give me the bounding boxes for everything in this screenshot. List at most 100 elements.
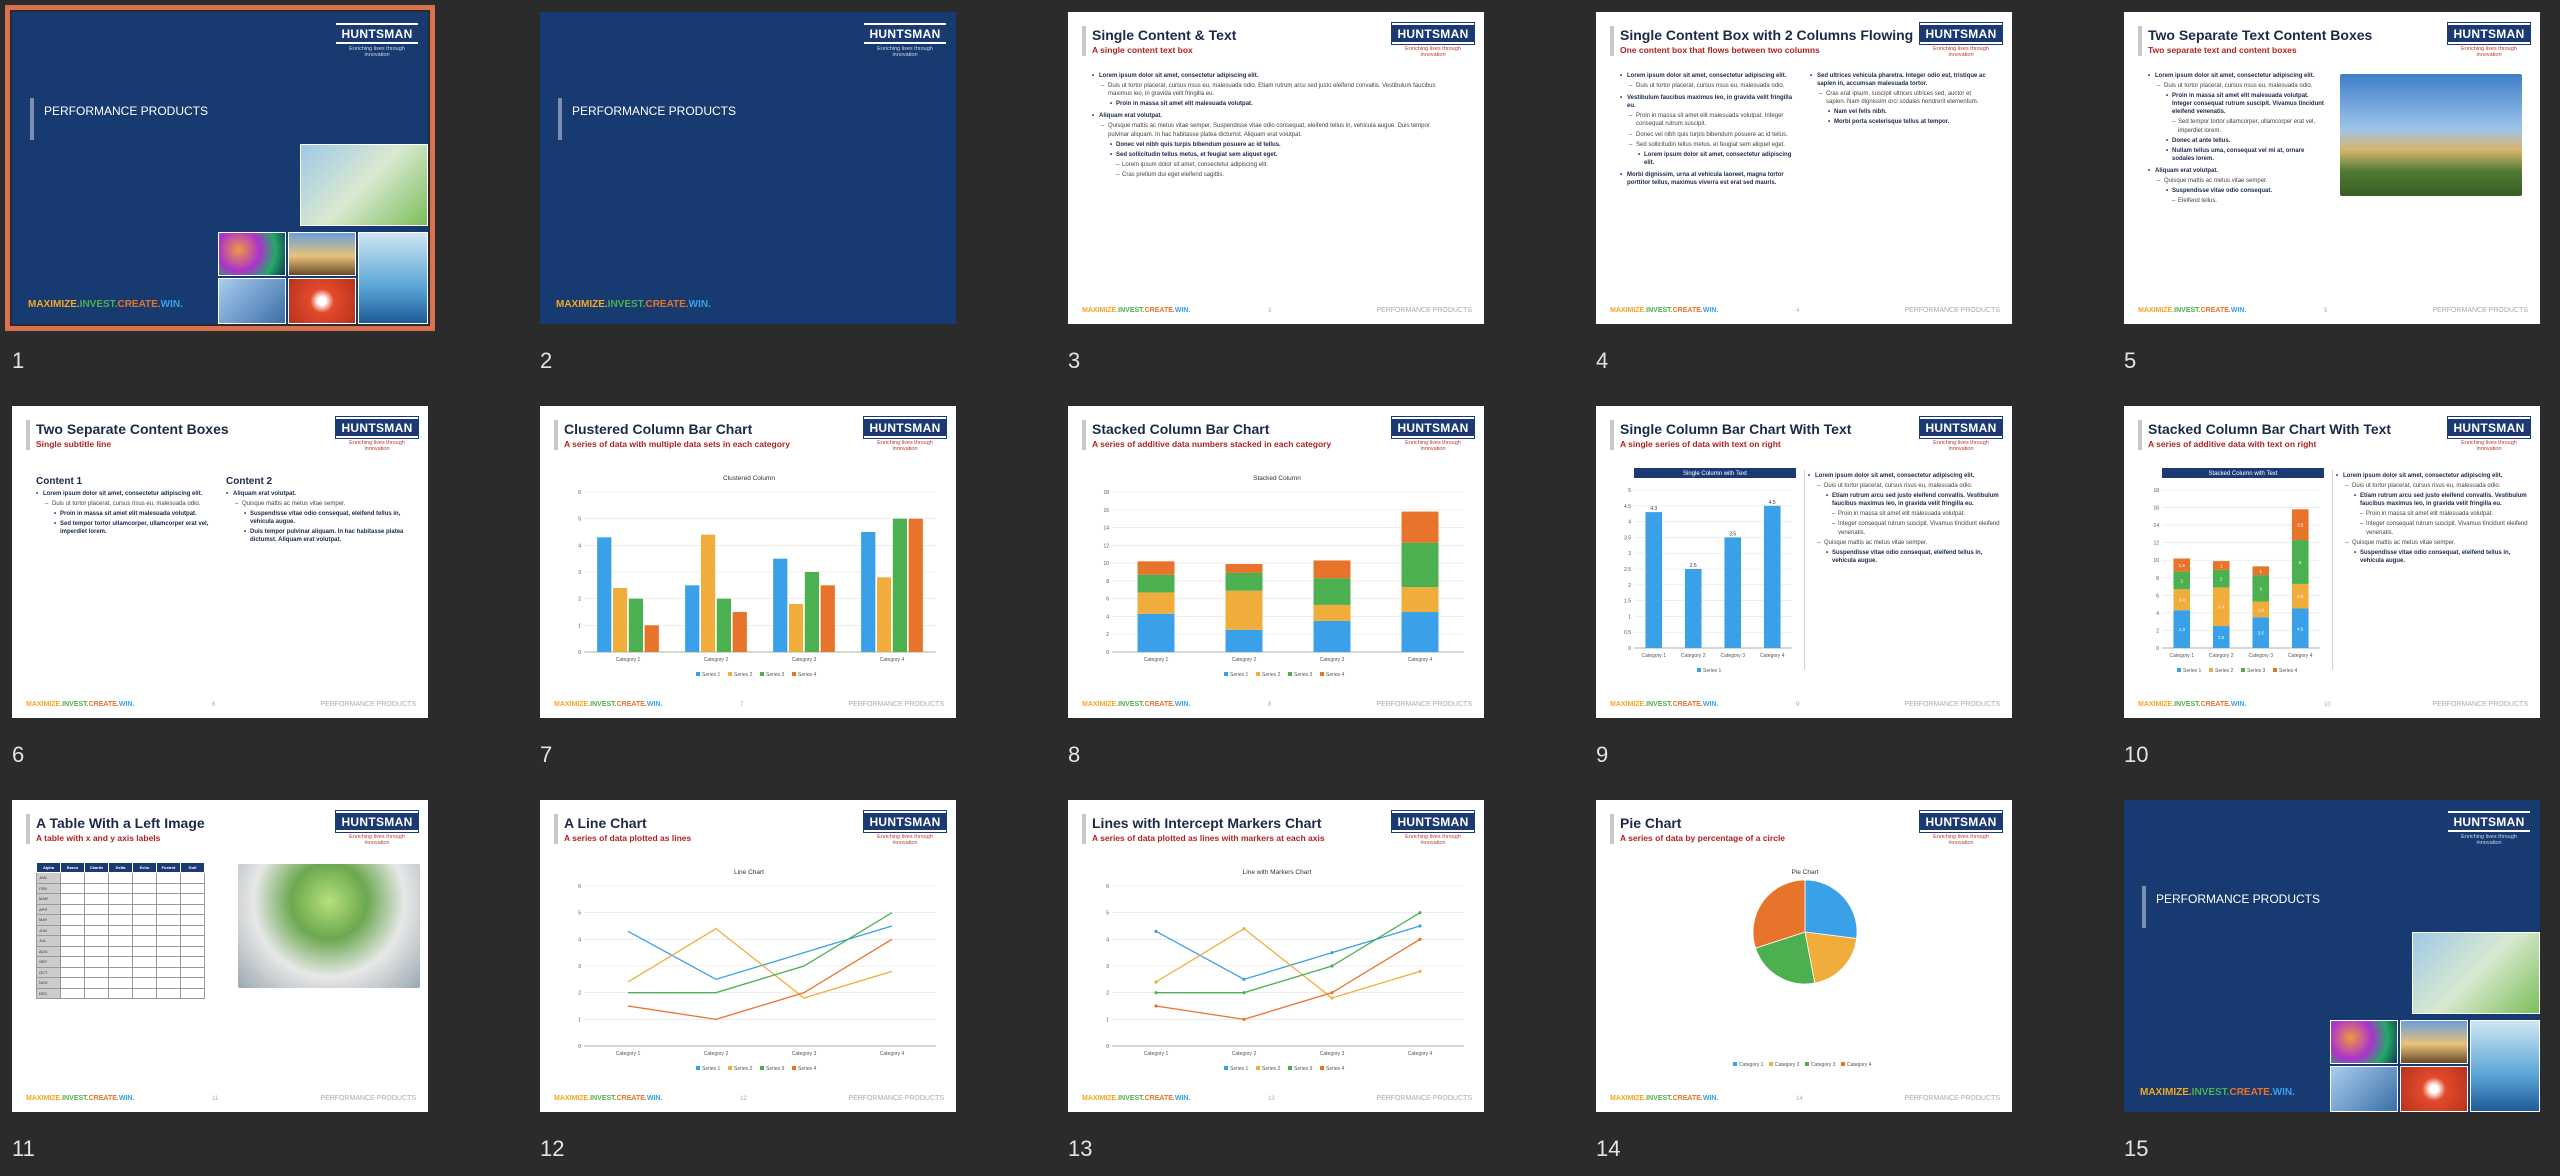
bar-segment bbox=[1313, 560, 1351, 579]
bullet-item: Proin in massa sit amet elit malesuada v… bbox=[1092, 100, 1452, 108]
line-marker bbox=[1242, 1017, 1246, 1021]
bar-segment bbox=[2291, 608, 2309, 648]
legend-swatch bbox=[1256, 672, 1260, 676]
bullet-item: Duis ut tortor placerat, cursus risus eu… bbox=[1808, 482, 2000, 490]
table-cell bbox=[84, 977, 109, 989]
table-cell bbox=[108, 966, 133, 978]
table-cell bbox=[180, 966, 205, 978]
table-cell bbox=[60, 966, 85, 978]
y-tick-label: 6 bbox=[1106, 597, 1109, 603]
table-cell bbox=[84, 903, 109, 915]
bar-segment bbox=[2291, 509, 2309, 541]
chart-title: Stacked Column with Text bbox=[2209, 471, 2278, 477]
page-number: 7 bbox=[740, 702, 744, 708]
bar bbox=[908, 518, 923, 652]
slogan-word: INVEST. bbox=[2174, 307, 2201, 314]
logo-tagline: Enriching lives through innovation bbox=[349, 440, 405, 452]
slide-canvas[interactable]: HUNTSMAN Enriching lives through innovati… bbox=[1068, 12, 1484, 324]
data-label: 2.4 bbox=[2179, 598, 2186, 603]
y-tick-label: 2 bbox=[2156, 628, 2159, 634]
slogan-word: INVEST. bbox=[2174, 701, 2201, 708]
table-row-header: MAR bbox=[36, 893, 61, 905]
slide-canvas[interactable]: HUNTSMAN Enriching lives through innovati… bbox=[540, 800, 956, 1112]
slide-number: 10 bbox=[2124, 742, 2149, 767]
legend-swatch bbox=[2209, 668, 2213, 672]
line-marker bbox=[1154, 929, 1158, 933]
table-row: MAY bbox=[36, 914, 205, 926]
bullet-item: Integer consequat rutrum suscipit. Vivam… bbox=[1808, 520, 2000, 536]
x-tick-label: Category 3 bbox=[792, 1051, 817, 1057]
table-cell bbox=[132, 945, 157, 957]
logo-wordmark: HUNTSMAN bbox=[2448, 811, 2530, 832]
slogan-word: MAXIMIZE. bbox=[1610, 307, 1647, 314]
slogan-word: MAXIMIZE. bbox=[1082, 701, 1119, 708]
page-number: 13 bbox=[1268, 1096, 1275, 1102]
slide-canvas[interactable]: HUNTSMAN Enriching lives through innovati… bbox=[12, 406, 428, 718]
logo-wordmark: HUNTSMAN bbox=[335, 416, 419, 439]
legend-label: Series 2 bbox=[1262, 1066, 1281, 1072]
slide-canvas[interactable]: HUNTSMAN Enriching lives through innovati… bbox=[5, 5, 435, 331]
slide-canvas[interactable]: HUNTSMAN Enriching lives through innovati… bbox=[1596, 406, 2012, 718]
slogan-word: WIN. bbox=[1174, 701, 1191, 708]
table-cell bbox=[132, 924, 157, 936]
bullet-item: Lorem ipsum dolor sit amet, consectetur … bbox=[36, 490, 216, 498]
footer-slogan: MAXIMIZE.INVEST.CREATE.WIN. bbox=[1082, 307, 1190, 314]
slide-number: 15 bbox=[2124, 1136, 2149, 1161]
logo-wordmark: HUNTSMAN bbox=[2447, 416, 2531, 439]
slide-canvas[interactable]: HUNTSMAN Enriching lives through innovati… bbox=[540, 406, 956, 718]
table-column-header: Foxtrot bbox=[156, 862, 181, 873]
slide-canvas[interactable]: HUNTSMAN Enriching lives through innovati… bbox=[2124, 800, 2540, 1112]
title-accent-bar bbox=[26, 814, 30, 844]
slide-canvas[interactable]: HUNTSMAN Enriching lives through innovati… bbox=[1068, 406, 1484, 718]
slide-canvas[interactable]: HUNTSMAN Enriching lives through innovati… bbox=[540, 12, 956, 324]
slogan-word: WIN. bbox=[646, 1095, 663, 1102]
slide-canvas[interactable]: HUNTSMAN Enriching lives through innovati… bbox=[12, 800, 428, 1112]
slogan-word: CREATE. bbox=[1144, 1095, 1175, 1102]
slide-canvas[interactable]: HUNTSMAN Enriching lives through innovati… bbox=[1596, 800, 2012, 1112]
table-cell bbox=[60, 924, 85, 936]
y-tick-label: 2 bbox=[1628, 583, 1631, 589]
oilfield-photo bbox=[288, 232, 356, 276]
line-marker bbox=[1242, 927, 1246, 931]
bullet-item: Duis ut tortor placerat, cursus risus eu… bbox=[2336, 482, 2528, 490]
slide-canvas[interactable]: HUNTSMAN Enriching lives through innovati… bbox=[1596, 12, 2012, 324]
slide-title: Single Content Box with 2 Columns Flowin… bbox=[1620, 27, 1914, 43]
series-line bbox=[627, 925, 893, 981]
footer-division: PERFORMANCE PRODUCTS bbox=[1904, 1095, 2000, 1102]
table-cell bbox=[108, 987, 133, 999]
title-accent-bar bbox=[1610, 814, 1614, 844]
bullet-item: Cras erat ipsum, suscipit ultrices ultri… bbox=[1810, 90, 1990, 106]
slogan-word: CREATE. bbox=[88, 1095, 119, 1102]
bullet-list: Lorem ipsum dolor sit amet, consectetur … bbox=[2336, 468, 2528, 565]
bar-chart: Stacked Column with Text024681012141618C… bbox=[2153, 468, 2324, 674]
slogan-word: WIN. bbox=[1702, 307, 1719, 314]
slide-number: 5 bbox=[2124, 348, 2137, 373]
table-row-header: APR bbox=[36, 903, 61, 915]
scientist-photo bbox=[358, 232, 428, 324]
slide-canvas[interactable]: HUNTSMAN Enriching lives through innovati… bbox=[2124, 406, 2540, 718]
table-row: JAN bbox=[36, 872, 205, 884]
x-tick-label: Category 2 bbox=[704, 1051, 729, 1057]
legend-label: Category 4 bbox=[1847, 1062, 1872, 1068]
footer-slogan: MAXIMIZE.INVEST.CREATE.WIN. bbox=[1610, 701, 1718, 708]
slide-canvas[interactable]: HUNTSMAN Enriching lives through innovati… bbox=[2124, 12, 2540, 324]
legend-swatch bbox=[760, 1066, 764, 1070]
slide-canvas[interactable]: HUNTSMAN Enriching lives through innovati… bbox=[1068, 800, 1484, 1112]
legend-swatch bbox=[792, 672, 796, 676]
x-tick-label: Category 4 bbox=[880, 657, 905, 663]
bar-segment bbox=[1313, 604, 1351, 621]
huntsman-logo: HUNTSMAN Enriching lives through innovati… bbox=[1391, 416, 1475, 452]
legend-swatch bbox=[1320, 1066, 1324, 1070]
slide-title: A Table With a Left Image bbox=[36, 815, 205, 831]
bar-segment bbox=[1137, 613, 1175, 652]
table-cell bbox=[156, 872, 181, 884]
pie-slice bbox=[1752, 879, 1806, 949]
logo-wordmark: HUNTSMAN bbox=[2447, 22, 2531, 45]
line-marker bbox=[1242, 977, 1246, 981]
table-cell bbox=[156, 987, 181, 999]
legend-label: Series 1 bbox=[2183, 668, 2202, 674]
table-cell bbox=[60, 893, 85, 905]
table-cell bbox=[180, 914, 205, 926]
logo-tagline: Enriching lives through innovation bbox=[2461, 834, 2517, 846]
bullet-item: Aliquam erat volutpat. bbox=[226, 490, 406, 498]
